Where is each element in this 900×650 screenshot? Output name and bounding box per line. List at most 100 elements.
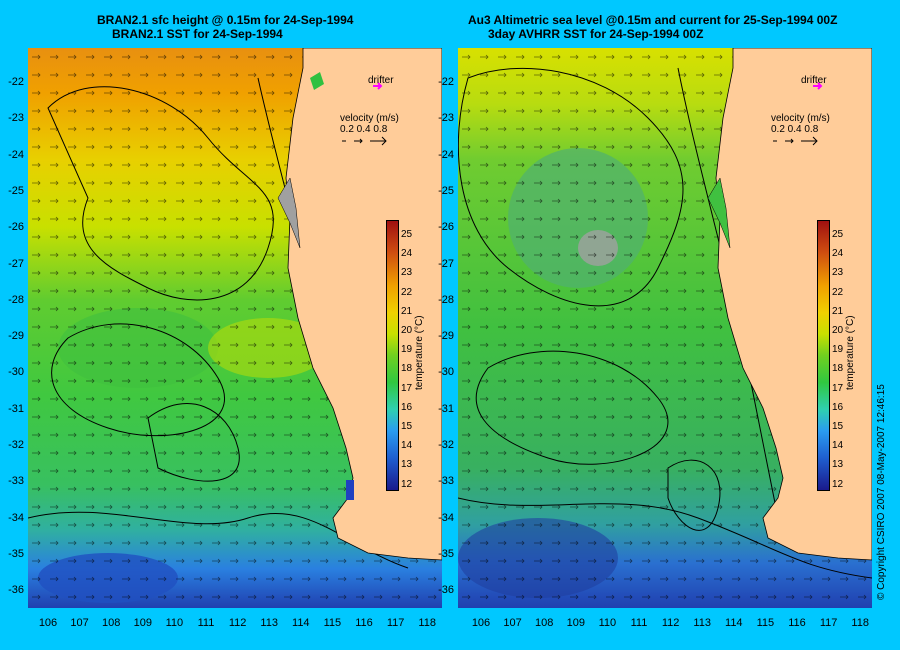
- lat-tick-label: -32: [438, 439, 454, 451]
- colorbar-tick-label: 17: [401, 382, 413, 394]
- lat-tick-label: -22: [438, 76, 454, 88]
- lon-tick-label: 117: [386, 617, 405, 629]
- right-title-line2: 3day AVHRR SST for 24-Sep-1994 00Z: [488, 27, 704, 41]
- lat-tick-label: -23: [438, 112, 454, 125]
- colorbar-tick-label: 18: [832, 363, 844, 375]
- lat-tick-label: -29: [438, 330, 454, 343]
- left-colorbar-title: temperature (°C): [414, 315, 425, 390]
- lon-tick-label: 108: [102, 617, 121, 629]
- colorbar-tick-label: 25: [832, 229, 844, 240]
- lat-tick-label: -28: [438, 293, 454, 306]
- colorbar-tick-label: 13: [401, 459, 413, 471]
- lat-tick-label: -36: [8, 584, 24, 597]
- lon-tick-label: 107: [70, 617, 89, 629]
- velocity-values: 0.2 0.4 0.8: [771, 124, 819, 135]
- lat-tick-label: -30: [438, 366, 454, 379]
- lon-tick-label: 112: [661, 617, 680, 629]
- colorbar-tick-label: 24: [401, 248, 413, 260]
- sea-level-contour: [458, 67, 684, 307]
- colorbar-tick-label: 22: [832, 286, 844, 298]
- colorbar-tick-label: 21: [401, 305, 413, 317]
- drifter-label: drifter: [368, 75, 394, 86]
- lon-tick-label: 118: [418, 617, 436, 629]
- lon-tick-label: 109: [566, 617, 585, 629]
- colorbar-tick-label: 13: [832, 459, 844, 471]
- height-contour: [147, 403, 240, 482]
- height-contour: [51, 323, 225, 437]
- drifter-label: drifter: [801, 75, 827, 86]
- colorbar-tick-label: 20: [401, 325, 413, 336]
- lat-tick-label: -27: [438, 257, 454, 270]
- velocity-label: velocity (m/s): [340, 113, 399, 124]
- lon-tick-label: 116: [788, 617, 806, 629]
- left-title-line1: BRAN2.1 sfc height @ 0.15m for 24-Sep-19…: [97, 13, 354, 27]
- colorbar-tick-label: 25: [401, 229, 413, 240]
- copyright-note: © Copyright CSIRO 2007 08-May-2007 12:46…: [876, 384, 887, 600]
- shark-bay: [277, 177, 301, 249]
- lat-tick-label: -31: [8, 402, 24, 415]
- lat-tick-label: -30: [8, 366, 24, 379]
- right-colorbar-title: temperature (°C): [845, 315, 856, 390]
- lon-tick-label: 106: [471, 617, 491, 629]
- colorbar-tick-label: 20: [832, 325, 844, 336]
- colorbar-tick-label: 15: [832, 421, 844, 432]
- lat-tick-label: -34: [438, 511, 454, 524]
- drifter-track: [373, 82, 383, 90]
- lat-tick-label: -36: [438, 584, 454, 597]
- lat-tick-label: -28: [8, 293, 24, 306]
- lon-tick-label: 110: [165, 617, 184, 629]
- lon-tick-label: 113: [693, 617, 711, 629]
- lat-tick-label: -33: [438, 475, 454, 488]
- lat-tick-label: -24: [8, 148, 24, 161]
- colorbar-tick-label: 12: [401, 478, 413, 490]
- lat-tick-label: -26: [8, 221, 24, 234]
- colorbar-tick-label: 16: [832, 401, 844, 413]
- lon-tick-label: 111: [197, 617, 215, 629]
- colorbar-tick-label: 14: [401, 440, 413, 452]
- colorbar-tick-label: 23: [832, 267, 844, 279]
- velocity-scale-arrows: [342, 136, 387, 146]
- velocity-values: 0.2 0.4 0.8: [340, 124, 388, 135]
- drifter-track: [813, 82, 823, 90]
- lat-tick-label: -34: [8, 511, 24, 524]
- height-contour: [47, 86, 274, 301]
- lon-tick-label: 112: [228, 617, 247, 629]
- velocity-scale-arrows: [773, 136, 818, 146]
- lat-tick-label: -35: [438, 547, 454, 560]
- colorbar-tick-label: 19: [832, 344, 844, 356]
- sea-level-contour: [667, 459, 721, 531]
- lon-tick-label: 109: [133, 617, 152, 629]
- coastal-feature: [346, 480, 354, 500]
- colorbar-tick-label: 19: [401, 344, 413, 356]
- colorbar-tick-label: 21: [832, 305, 844, 317]
- lat-tick-label: -35: [8, 547, 24, 560]
- coastal-feature: [310, 72, 324, 90]
- colorbar-tick-label: 12: [832, 478, 844, 490]
- land-australia: [285, 48, 442, 561]
- lat-tick-label: -32: [8, 439, 24, 451]
- land-australia: [715, 48, 872, 561]
- lat-tick-label: -24: [438, 148, 454, 161]
- lon-tick-label: 110: [598, 617, 617, 629]
- lat-tick-label: -26: [438, 221, 454, 234]
- lon-tick-label: 115: [756, 617, 775, 629]
- colorbar-tick-label: 22: [401, 286, 413, 298]
- lat-tick-label: -25: [438, 184, 454, 197]
- sea-level-contour: [475, 350, 669, 465]
- lon-tick-label: 114: [292, 617, 310, 629]
- lon-tick-label: 108: [535, 617, 554, 629]
- lat-tick-label: -33: [8, 475, 24, 488]
- velocity-label: velocity (m/s): [771, 113, 830, 124]
- left-colorbar: [386, 220, 399, 491]
- lat-tick-label: -31: [438, 402, 454, 415]
- colorbar-tick-label: 15: [401, 421, 413, 432]
- colorbar-tick-label: 17: [832, 382, 844, 394]
- colorbar-tick-label: 18: [401, 363, 413, 375]
- colorbar-tick-label: 23: [401, 267, 413, 279]
- lat-tick-label: -23: [8, 112, 24, 125]
- left-title-line2: BRAN2.1 SST for 24-Sep-1994: [112, 27, 283, 41]
- lat-tick-label: -27: [8, 257, 24, 270]
- right-colorbar: [817, 220, 830, 491]
- lat-tick-label: -29: [8, 330, 24, 343]
- shark-bay: [707, 177, 731, 249]
